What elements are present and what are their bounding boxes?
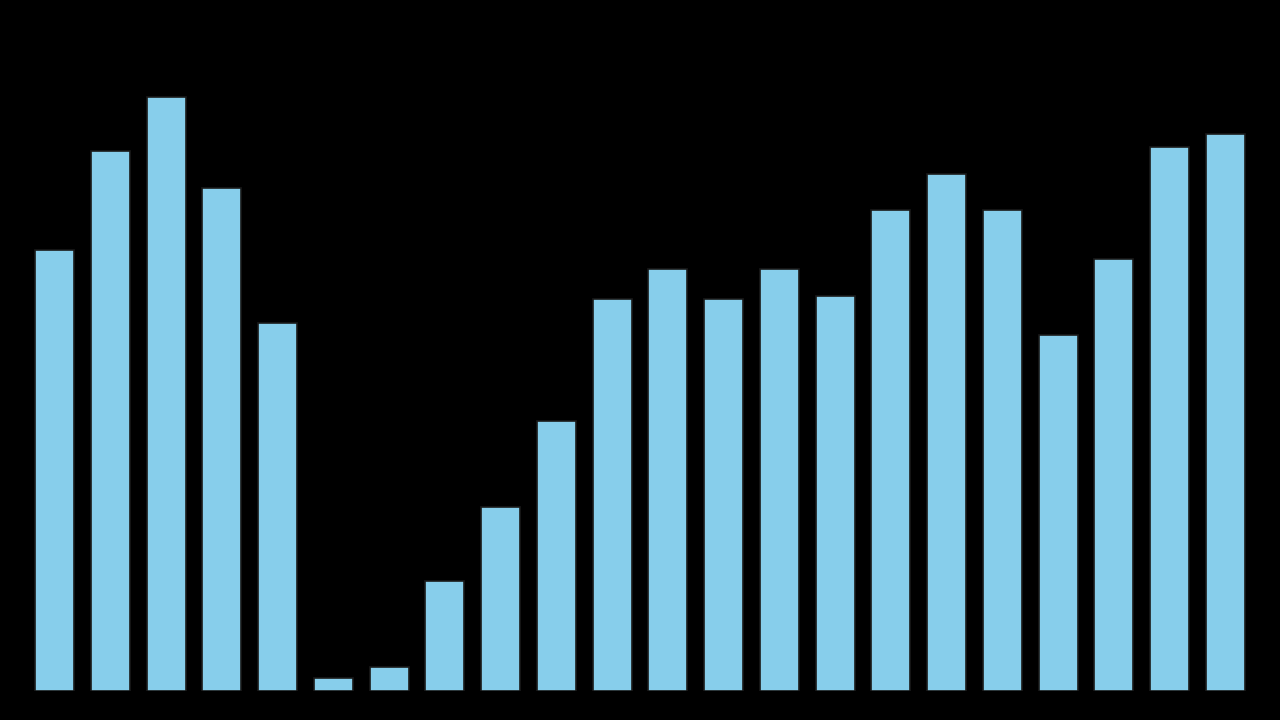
Bar [91, 151, 129, 691]
Bar [927, 174, 966, 691]
Bar [481, 507, 520, 691]
Bar [259, 323, 297, 691]
Bar [35, 250, 74, 691]
Bar [593, 299, 631, 691]
Bar [370, 667, 408, 691]
Bar [760, 269, 799, 691]
Bar [649, 269, 687, 691]
Bar [1038, 336, 1078, 691]
Bar [872, 210, 910, 691]
Bar [425, 581, 465, 691]
Bar [815, 296, 855, 691]
Bar [536, 421, 576, 691]
Bar [147, 97, 186, 691]
Bar [704, 299, 744, 691]
Bar [1206, 135, 1245, 691]
Bar [1151, 147, 1189, 691]
Bar [202, 188, 242, 691]
Bar [314, 678, 353, 691]
Bar [1094, 259, 1133, 691]
Bar [983, 210, 1021, 691]
